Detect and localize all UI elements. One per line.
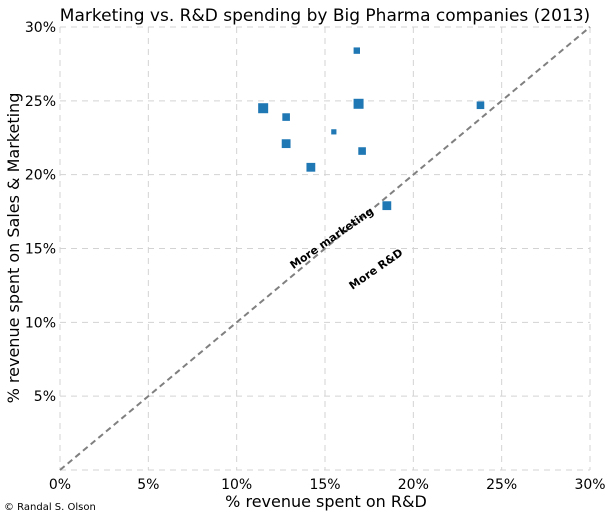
- annotation-more-marketing: More marketing: [288, 205, 376, 272]
- x-tick-label: 10%: [221, 477, 252, 493]
- reference-diagonal-line: [59, 26, 591, 471]
- data-point: [382, 201, 392, 211]
- x-tick-label: 0%: [49, 477, 71, 493]
- annotation-more-rd: More R&D: [347, 246, 406, 292]
- x-tick-label: 30%: [574, 477, 605, 493]
- y-tick-label: 5%: [34, 389, 56, 405]
- data-point: [258, 103, 269, 114]
- y-tick-label: 20%: [25, 168, 56, 184]
- data-points: [258, 47, 485, 211]
- data-point: [476, 101, 485, 110]
- chart-title: Marketing vs. R&D spending by Big Pharma…: [60, 6, 590, 26]
- y-tick-label: 10%: [25, 315, 56, 331]
- x-tick-label: 25%: [486, 477, 517, 493]
- x-tick-label: 5%: [137, 477, 159, 493]
- y-tick-label: 15%: [25, 242, 56, 258]
- data-point: [282, 113, 290, 121]
- x-axis-label: % revenue spent on R&D: [225, 492, 427, 511]
- x-tick-label: 20%: [398, 477, 429, 493]
- x-tick-label: 15%: [309, 477, 340, 493]
- x-tick-labels: 0% 5% 10% 15% 20% 25% 30%: [49, 477, 606, 493]
- data-point: [358, 147, 366, 155]
- data-point: [281, 139, 291, 149]
- y-tick-label: 30%: [25, 20, 56, 36]
- credit-text: © Randal S. Olson: [4, 502, 96, 513]
- data-point: [306, 162, 316, 172]
- data-point: [353, 98, 364, 109]
- y-axis-label: % revenue spent on Sales & Marketing: [4, 93, 23, 404]
- y-tick-labels: 5% 10% 15% 20% 25% 30%: [25, 20, 56, 405]
- data-point: [331, 129, 337, 135]
- data-point: [353, 47, 360, 54]
- y-tick-label: 25%: [25, 94, 56, 110]
